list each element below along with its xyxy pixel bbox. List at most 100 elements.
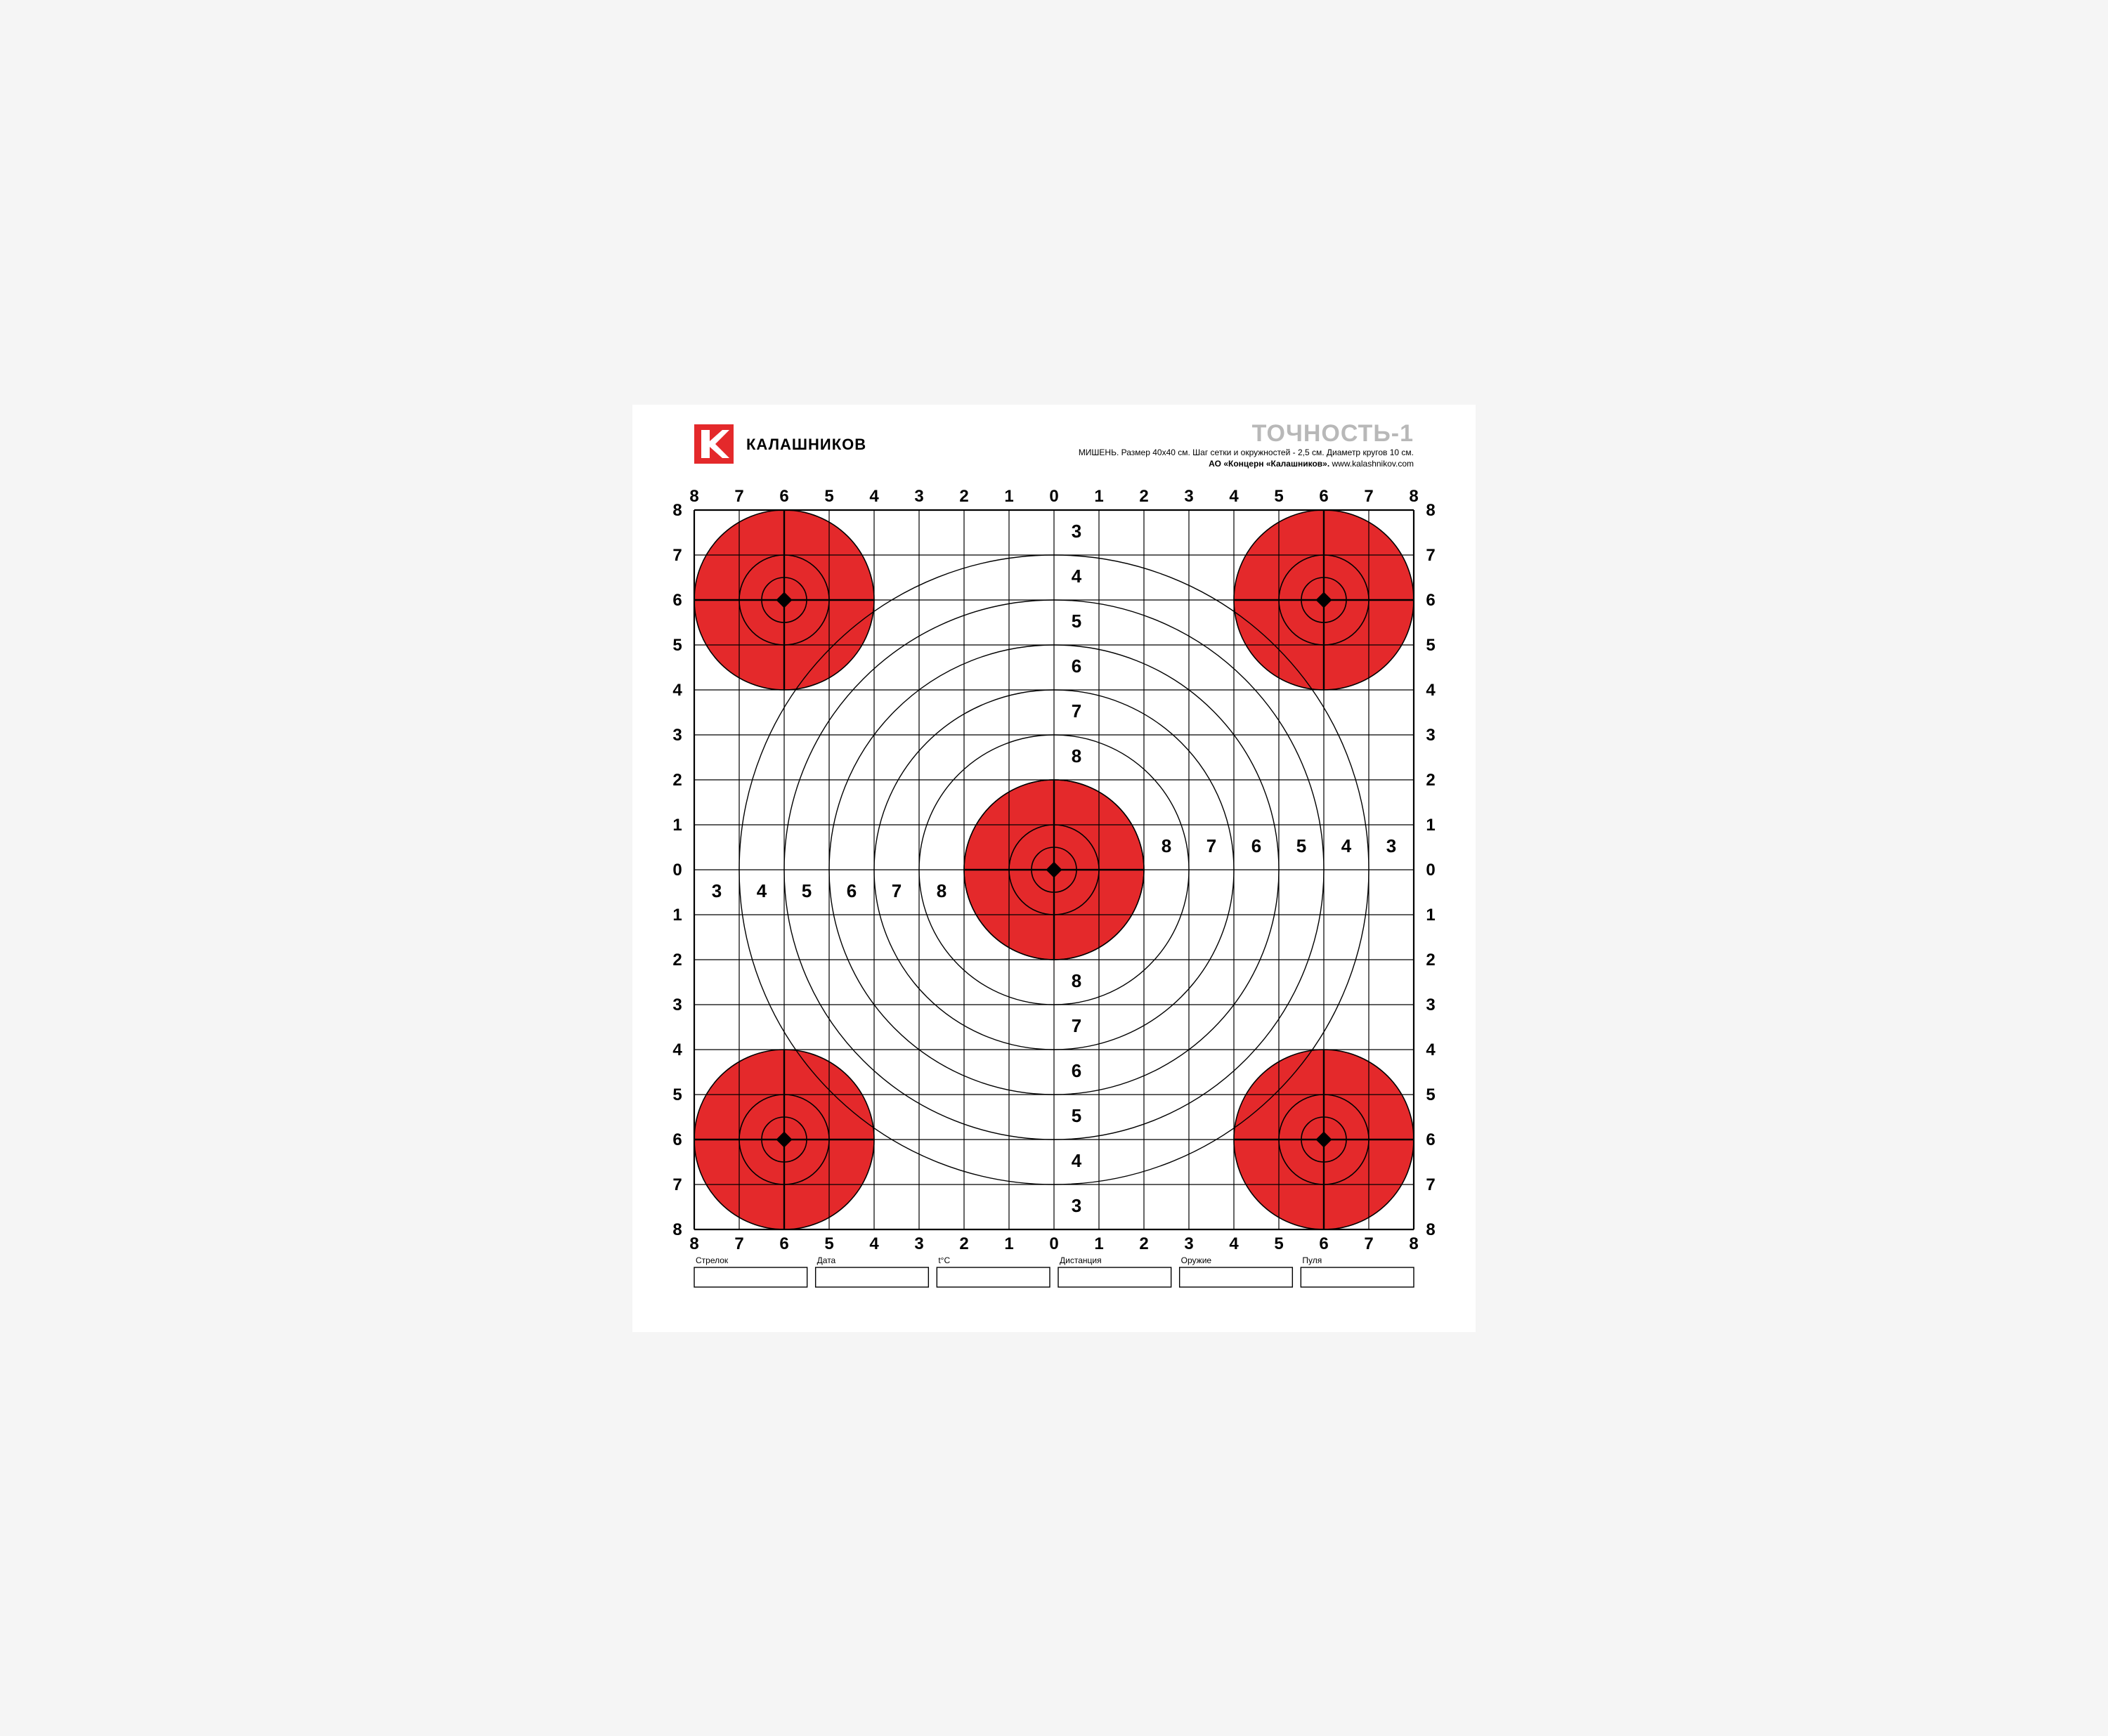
axis-label: 5 — [672, 636, 682, 655]
axis-label: 1 — [1094, 1234, 1103, 1253]
axis-label: 2 — [1139, 487, 1148, 506]
axis-label: 6 — [1426, 1130, 1435, 1149]
axis-label: 1 — [1004, 487, 1013, 506]
ring-label: 8 — [1162, 835, 1171, 856]
axis-label: 4 — [672, 681, 682, 700]
axis-label: 6 — [779, 487, 788, 506]
ring-label: 5 — [1072, 610, 1081, 631]
ring-label: 5 — [802, 880, 812, 901]
axis-label: 5 — [1426, 1085, 1435, 1104]
axis-label: 5 — [672, 1085, 682, 1104]
ring-label: 7 — [1072, 700, 1081, 721]
axis-label: 7 — [672, 1175, 682, 1194]
axis-label: 1 — [672, 906, 682, 925]
axis-label: 2 — [672, 771, 682, 790]
axis-label: 7 — [734, 487, 743, 506]
axis-label: 4 — [869, 487, 879, 506]
axis-label: 8 — [672, 501, 682, 520]
ring-label: 6 — [847, 880, 857, 901]
axis-label: 3 — [1184, 487, 1193, 506]
axis-label: 4 — [869, 1234, 879, 1253]
axis-label: 2 — [959, 1234, 968, 1253]
axis-label: 4 — [1229, 1234, 1239, 1253]
axis-label: 5 — [1274, 1234, 1283, 1253]
footer-label: Стрелок — [696, 1255, 729, 1265]
ring-label: 4 — [1072, 1149, 1082, 1170]
axis-label: 5 — [1426, 636, 1435, 655]
ring-label: 6 — [1251, 835, 1261, 856]
axis-label: 3 — [672, 996, 682, 1014]
axis-label: 3 — [1184, 1234, 1193, 1253]
axis-label: 4 — [1426, 681, 1436, 700]
axis-label: 5 — [824, 1234, 833, 1253]
ring-label: 3 — [1072, 520, 1081, 541]
axis-label: 3 — [1426, 996, 1435, 1014]
axis-label: 8 — [672, 1220, 682, 1239]
axis-label: 3 — [914, 1234, 923, 1253]
axis-label: 1 — [1004, 1234, 1013, 1253]
axis-label: 4 — [1426, 1040, 1436, 1059]
ring-label: 3 — [712, 880, 722, 901]
axis-label: 7 — [1426, 1175, 1435, 1194]
ring-label: 4 — [1072, 565, 1082, 586]
axis-label: 0 — [1426, 861, 1435, 880]
axis-label: 6 — [1319, 1234, 1328, 1253]
axis-label: 2 — [672, 951, 682, 970]
ring-label: 6 — [1072, 655, 1081, 676]
header-line1: МИШЕНЬ. Размер 40х40 см. Шаг сетки и окр… — [1079, 448, 1414, 457]
axis-label: 1 — [1094, 487, 1103, 506]
footer-label: Дата — [817, 1255, 836, 1265]
axis-label: 1 — [672, 816, 682, 835]
ring-label: 5 — [1296, 835, 1306, 856]
axis-label: 3 — [672, 726, 682, 745]
axis-label: 6 — [1426, 591, 1435, 610]
axis-label: 4 — [672, 1040, 682, 1059]
axis-label: 1 — [1426, 906, 1435, 925]
footer-label: Пуля — [1302, 1255, 1322, 1265]
axis-label: 8 — [1426, 501, 1435, 520]
footer-label: t°C — [938, 1255, 950, 1265]
axis-label: 2 — [1426, 771, 1435, 790]
axis-label: 7 — [1364, 487, 1373, 506]
axis-label: 5 — [824, 487, 833, 506]
ring-label: 3 — [1072, 1194, 1081, 1215]
ring-label: 7 — [1206, 835, 1216, 856]
axis-label: 1 — [1426, 816, 1435, 835]
axis-label: 7 — [1364, 1234, 1373, 1253]
target-sheet: КАЛАШНИКОВТОЧНОСТЬ-1МИШЕНЬ. Размер 40х40… — [632, 405, 1476, 1332]
axis-label: 2 — [959, 487, 968, 506]
axis-label: 8 — [1409, 487, 1418, 506]
axis-label: 7 — [672, 546, 682, 565]
ring-label: 7 — [892, 880, 902, 901]
axis-label: 6 — [779, 1234, 788, 1253]
ring-label: 3 — [1386, 835, 1396, 856]
ring-label: 8 — [1072, 745, 1081, 766]
axis-label: 5 — [1274, 487, 1283, 506]
footer-label: Дистанция — [1060, 1255, 1102, 1265]
ring-label: 8 — [937, 880, 946, 901]
ring-label: 8 — [1072, 970, 1081, 991]
target-svg: КАЛАШНИКОВТОЧНОСТЬ-1МИШЕНЬ. Размер 40х40… — [632, 405, 1476, 1332]
axis-label: 6 — [1319, 487, 1328, 506]
axis-label: 8 — [1409, 1234, 1418, 1253]
title-text: ТОЧНОСТЬ-1 — [1252, 420, 1414, 447]
axis-label: 0 — [1049, 487, 1058, 506]
axis-label: 6 — [672, 1130, 682, 1149]
axis-label: 7 — [734, 1234, 743, 1253]
axis-label: 6 — [672, 591, 682, 610]
axis-label: 8 — [689, 487, 698, 506]
axis-label: 0 — [672, 861, 682, 880]
axis-label: 7 — [1426, 546, 1435, 565]
ring-label: 6 — [1072, 1059, 1081, 1081]
axis-label: 0 — [1049, 1234, 1058, 1253]
ring-label: 5 — [1072, 1104, 1081, 1125]
axis-label: 3 — [1426, 726, 1435, 745]
axis-label: 2 — [1426, 951, 1435, 970]
footer-label: Оружие — [1181, 1255, 1212, 1265]
ring-label: 7 — [1072, 1014, 1081, 1036]
ring-label: 4 — [757, 880, 767, 901]
axis-label: 8 — [1426, 1220, 1435, 1239]
ring-label: 4 — [1341, 835, 1352, 856]
axis-label: 8 — [689, 1234, 698, 1253]
header-line2: АО «Концерн «Калашников». www.kalashniko… — [1209, 459, 1414, 469]
